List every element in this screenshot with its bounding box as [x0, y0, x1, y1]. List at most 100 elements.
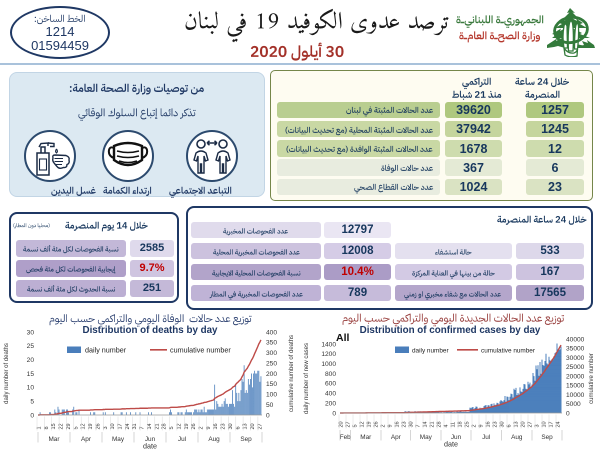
svg-text:Jun: Jun	[451, 434, 462, 441]
svg-text:26: 26	[374, 421, 380, 427]
svg-text:19: 19	[184, 423, 190, 429]
svg-text:14: 14	[147, 423, 153, 429]
svg-text:Apr: Apr	[81, 436, 92, 443]
svg-text:2: 2	[199, 426, 205, 429]
svg-text:1400: 1400	[321, 341, 336, 348]
svg-text:23: 23	[402, 421, 408, 427]
svg-text:30: 30	[409, 421, 415, 427]
svg-text:13: 13	[514, 421, 520, 427]
svg-text:600: 600	[325, 381, 336, 388]
svg-text:6: 6	[507, 424, 513, 427]
svg-text:15: 15	[51, 423, 57, 429]
svg-text:5: 5	[353, 424, 359, 427]
svg-text:21: 21	[430, 421, 436, 427]
svg-text:7: 7	[140, 426, 146, 429]
svg-text:18: 18	[458, 421, 464, 427]
svg-text:daily number: daily number	[85, 346, 127, 355]
svg-text:20: 20	[250, 423, 256, 429]
svg-text:10: 10	[27, 385, 35, 392]
svg-text:0: 0	[332, 410, 336, 417]
svg-text:Mar: Mar	[48, 436, 60, 443]
svg-text:27: 27	[257, 423, 263, 429]
svg-text:1: 1	[37, 426, 43, 429]
svg-text:30: 30	[228, 423, 234, 429]
svg-text:24: 24	[556, 421, 562, 427]
svg-text:9: 9	[479, 424, 485, 427]
svg-text:11: 11	[451, 422, 457, 428]
svg-text:9: 9	[388, 424, 394, 427]
svg-text:cumulative number: cumulative number	[589, 353, 595, 404]
svg-text:6: 6	[235, 426, 241, 429]
svg-text:25: 25	[465, 421, 471, 427]
svg-text:150: 150	[266, 381, 277, 388]
svg-text:daily number: daily number	[412, 348, 449, 355]
svg-text:350: 350	[266, 340, 277, 347]
svg-text:Jul: Jul	[178, 436, 186, 443]
svg-text:28: 28	[162, 423, 168, 429]
svg-text:35000: 35000	[566, 346, 585, 353]
svg-text:14: 14	[423, 421, 429, 427]
svg-text:Aug: Aug	[208, 436, 220, 443]
svg-text:26: 26	[191, 423, 197, 429]
svg-text:400: 400	[325, 391, 336, 398]
svg-text:daily number of new cases: daily number of new cases	[304, 343, 310, 414]
svg-text:date: date	[444, 440, 458, 449]
svg-text:250: 250	[266, 360, 277, 367]
svg-text:31: 31	[132, 423, 138, 429]
svg-text:25: 25	[27, 343, 35, 350]
svg-text:date: date	[143, 442, 157, 450]
svg-text:27: 27	[346, 421, 352, 427]
svg-text:10: 10	[542, 421, 548, 427]
svg-text:4: 4	[444, 424, 450, 427]
svg-text:25000: 25000	[566, 364, 585, 371]
svg-text:May: May	[420, 434, 433, 441]
svg-text:Aug: Aug	[511, 434, 523, 441]
svg-text:5: 5	[73, 426, 79, 429]
svg-text:5: 5	[169, 426, 175, 429]
svg-text:13: 13	[243, 423, 249, 429]
svg-text:16: 16	[395, 421, 401, 427]
svg-text:Distribution of deaths by day: Distribution of deaths by day	[83, 325, 219, 336]
svg-text:30000: 30000	[566, 355, 585, 362]
svg-text:27: 27	[528, 421, 534, 427]
svg-text:200: 200	[325, 400, 336, 407]
svg-text:Sep: Sep	[541, 434, 553, 441]
svg-text:19: 19	[367, 421, 373, 427]
svg-text:400: 400	[266, 329, 277, 336]
svg-text:800: 800	[325, 371, 336, 378]
svg-text:40000: 40000	[566, 336, 585, 343]
svg-text:17: 17	[549, 421, 555, 427]
svg-text:1200: 1200	[321, 351, 336, 358]
svg-text:1000: 1000	[321, 361, 336, 368]
svg-text:8: 8	[44, 426, 50, 429]
svg-text:17: 17	[118, 423, 124, 429]
svg-text:21: 21	[154, 423, 160, 429]
svg-text:0: 0	[566, 410, 570, 417]
svg-text:Feb: Feb	[340, 434, 351, 441]
svg-text:30: 30	[27, 329, 35, 336]
svg-text:30: 30	[500, 421, 506, 427]
svg-text:Sep: Sep	[240, 436, 252, 443]
svg-text:28: 28	[437, 421, 443, 427]
svg-text:50: 50	[266, 402, 274, 409]
svg-text:23: 23	[493, 421, 499, 427]
svg-text:Jul: Jul	[482, 434, 490, 441]
svg-text:Apr: Apr	[391, 434, 402, 441]
svg-text:20: 20	[339, 421, 345, 427]
svg-text:Distribution of confirmed case: Distribution of confirmed cases by day	[360, 325, 541, 336]
svg-text:15: 15	[27, 371, 35, 378]
svg-text:29: 29	[66, 423, 72, 429]
svg-text:5000: 5000	[566, 401, 581, 408]
svg-text:200: 200	[266, 371, 277, 378]
svg-text:12: 12	[360, 421, 366, 427]
svg-text:300: 300	[266, 350, 277, 357]
svg-text:cumulative number of deaths: cumulative number of deaths	[289, 335, 295, 412]
svg-text:All: All	[336, 332, 350, 344]
svg-text:7: 7	[416, 424, 422, 427]
svg-text:5: 5	[30, 398, 34, 405]
svg-text:Mar: Mar	[360, 434, 372, 441]
svg-text:12: 12	[176, 423, 182, 429]
svg-text:15000: 15000	[566, 383, 585, 390]
svg-text:cumulative number: cumulative number	[170, 346, 231, 355]
svg-text:20000: 20000	[566, 373, 585, 380]
